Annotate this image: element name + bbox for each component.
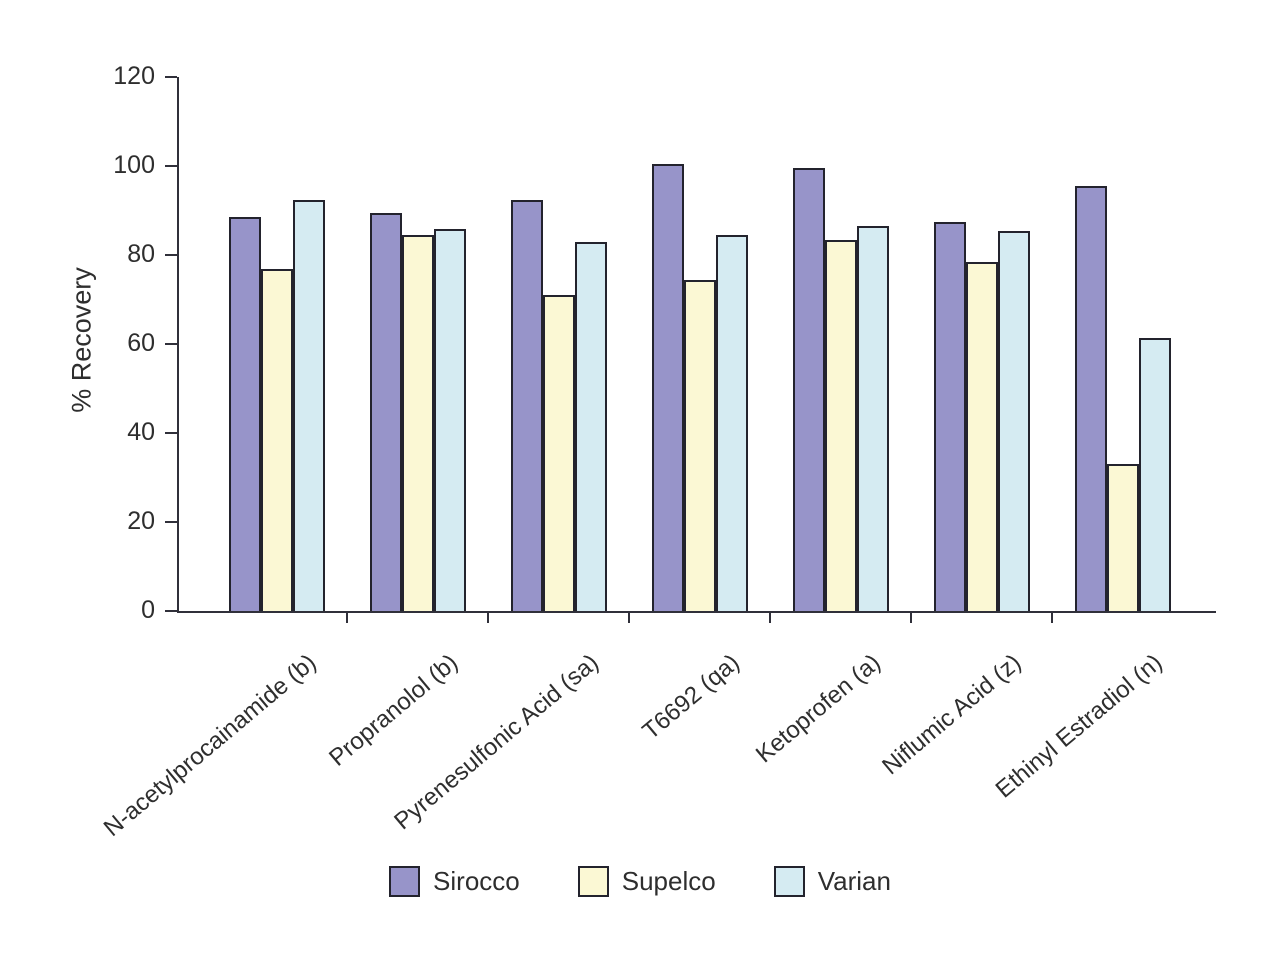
x-tick-mark	[346, 611, 348, 623]
legend: Sirocco Supelco Varian	[0, 866, 1280, 897]
bar-groups	[179, 77, 1216, 611]
bar-varian	[292, 199, 325, 611]
legend-item-sirocco: Sirocco	[389, 866, 520, 897]
bar-varian	[433, 228, 466, 611]
bar-supelco	[542, 295, 575, 611]
x-tick-mark	[769, 611, 771, 623]
bar-sirocco	[369, 212, 402, 611]
x-axis-label: Ketoprofen (a)	[750, 649, 886, 769]
bar-supelco	[401, 235, 434, 611]
category-group	[629, 77, 770, 611]
category-group	[911, 77, 1052, 611]
y-tick-mark	[165, 432, 177, 434]
y-tick-label: 40	[127, 417, 155, 446]
category-group	[488, 77, 629, 611]
y-tick-mark	[165, 76, 177, 78]
y-tick-label: 60	[127, 328, 155, 357]
category-group	[770, 77, 911, 611]
legend-item-supelco: Supelco	[577, 866, 716, 897]
x-axis-label: Niflumic Acid (z)	[877, 649, 1027, 781]
y-tick-label: 0	[141, 595, 155, 624]
legend-swatch-supelco	[577, 866, 609, 897]
bar-supelco	[260, 268, 293, 611]
bar-sirocco	[510, 199, 543, 611]
x-tick-mark	[487, 611, 489, 623]
bar-sirocco	[1074, 186, 1107, 611]
y-tick-label: 80	[127, 239, 155, 268]
category-group	[1052, 77, 1193, 611]
x-tick-mark	[1051, 611, 1053, 623]
bar-varian	[1138, 337, 1171, 611]
legend-swatch-sirocco	[389, 866, 421, 897]
bar-supelco	[683, 279, 716, 611]
bar-varian	[715, 235, 748, 611]
legend-label: Supelco	[621, 866, 716, 896]
y-tick-mark	[165, 343, 177, 345]
bar-sirocco	[792, 168, 825, 611]
bar-varian	[856, 226, 889, 611]
y-tick-label: 120	[113, 61, 155, 90]
bar-varian	[574, 241, 607, 611]
category-group	[206, 77, 347, 611]
bar-varian	[997, 230, 1030, 611]
x-axis-label: N-acetylprocainamide (b)	[99, 649, 322, 843]
legend-item-varian: Varian	[773, 866, 891, 897]
bar-supelco	[965, 261, 998, 611]
x-axis-label: T6692 (qa)	[637, 649, 745, 746]
y-tick-mark	[165, 610, 177, 612]
legend-label: Varian	[817, 866, 891, 896]
y-tick-mark	[165, 165, 177, 167]
legend-swatch-varian	[773, 866, 805, 897]
x-axis-label: Propranolol (b)	[323, 649, 463, 772]
bar-sirocco	[933, 221, 966, 611]
legend-label: Sirocco	[433, 866, 520, 896]
y-tick-mark	[165, 254, 177, 256]
x-tick-mark	[910, 611, 912, 623]
bar-supelco	[824, 239, 857, 611]
x-tick-mark	[628, 611, 630, 623]
y-tick-label: 100	[113, 150, 155, 179]
y-tick-mark	[165, 521, 177, 523]
category-group	[347, 77, 488, 611]
bar-sirocco	[651, 164, 684, 611]
y-tick-label: 20	[127, 506, 155, 535]
bar-sirocco	[228, 217, 261, 611]
bar-supelco	[1106, 464, 1139, 611]
plot-area: 0 20 40 60 80 100 120 N-acetylprocainamide (b) P…	[99, 62, 1216, 842]
